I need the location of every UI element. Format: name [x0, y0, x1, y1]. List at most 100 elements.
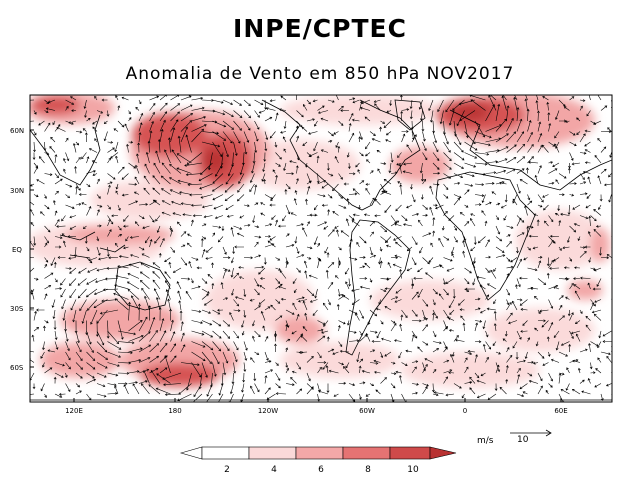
wind-vector — [81, 152, 87, 160]
wind-vector — [411, 291, 419, 300]
wind-vector — [212, 110, 226, 116]
wind-vector — [563, 106, 570, 111]
wind-vector — [96, 341, 108, 353]
wind-vector — [30, 201, 35, 206]
wind-vector — [78, 267, 87, 274]
wind-vector — [86, 205, 92, 216]
wind-vector — [124, 123, 129, 132]
wind-vector — [548, 161, 554, 164]
wind-vector — [83, 99, 87, 110]
wind-vector — [406, 246, 413, 252]
wind-vector — [241, 383, 245, 393]
wind-vector — [395, 204, 402, 212]
wind-vector — [474, 152, 490, 156]
wind-vector — [582, 170, 591, 174]
wind-vector — [296, 254, 305, 258]
wind-vector — [238, 266, 245, 269]
wind-vector — [56, 225, 66, 228]
wind-vector — [152, 187, 161, 195]
wind-vector — [359, 285, 371, 290]
wind-vector — [75, 383, 80, 388]
wind-vector — [380, 162, 387, 165]
wind-vector — [443, 183, 449, 191]
wind-vector — [506, 354, 513, 363]
wind-vector — [579, 99, 586, 102]
wind-vector — [400, 110, 404, 122]
wind-vector — [231, 152, 235, 168]
wind-vector — [516, 183, 521, 194]
wind-vector — [296, 246, 300, 254]
wind-vector — [306, 256, 312, 260]
wind-vector — [233, 309, 241, 312]
wind-vector — [217, 393, 224, 402]
wind-vector — [285, 367, 289, 374]
wind-vector — [550, 358, 560, 363]
wind-vector — [485, 171, 497, 175]
wind-vector — [264, 235, 271, 238]
wind-vector — [495, 202, 501, 206]
wind-vector — [386, 110, 392, 113]
wind-vector — [134, 221, 140, 227]
wind-vector — [358, 365, 362, 374]
wind-vector — [138, 203, 149, 206]
wind-vector — [263, 152, 267, 162]
wind-vector — [92, 173, 98, 176]
wind-vector — [516, 131, 524, 143]
wind-vector — [453, 173, 464, 179]
wind-vector — [579, 215, 589, 220]
wind-vector — [187, 233, 192, 237]
coastlines — [30, 99, 612, 401]
wind-vector — [317, 351, 322, 359]
wind-vector — [172, 212, 182, 216]
wind-vector — [537, 204, 543, 208]
wind-vector — [516, 232, 525, 237]
wind-vector — [233, 299, 240, 307]
wind-vector — [489, 95, 497, 101]
wind-vector — [379, 126, 383, 132]
wind-vector — [503, 215, 507, 221]
wind-vector — [185, 290, 192, 300]
wind-vector — [359, 236, 367, 244]
wind-vector — [159, 237, 165, 248]
wind-vector — [526, 108, 530, 122]
wind-vector — [72, 142, 77, 153]
wind-vector — [387, 262, 392, 269]
wind-vector — [143, 370, 150, 384]
wind-vector — [170, 111, 180, 122]
wind-vector — [464, 204, 469, 208]
wind-vector — [499, 386, 507, 395]
wind-vector — [579, 173, 585, 180]
wind-vector — [485, 267, 490, 273]
wind-vector — [128, 162, 136, 169]
wind-vector — [159, 102, 168, 111]
wind-vector — [374, 103, 381, 111]
wind-vector — [128, 370, 140, 374]
wind-vector — [86, 393, 92, 401]
wind-vector — [400, 314, 404, 321]
wind-vector — [239, 215, 245, 219]
wind-vector — [474, 372, 480, 379]
wind-vector — [296, 110, 304, 118]
wind-vector — [191, 393, 203, 402]
wind-vector — [296, 313, 300, 321]
wind-vector — [338, 362, 345, 366]
wind-vector — [345, 362, 350, 369]
wind-vector — [81, 202, 87, 206]
wind-vector — [180, 362, 200, 367]
wind-vector — [164, 271, 171, 279]
wind-vector — [381, 337, 392, 342]
wind-vector — [548, 215, 554, 223]
wind-vector — [220, 282, 224, 290]
wind-vector — [254, 202, 259, 206]
colorbar-label: 2 — [224, 465, 230, 475]
wind-vector — [476, 379, 486, 384]
wind-vector — [282, 136, 287, 143]
wind-vector — [233, 330, 239, 339]
wind-vector — [392, 263, 402, 269]
wind-vector — [107, 157, 111, 164]
wind-vector — [170, 127, 176, 143]
wind-vector — [40, 383, 45, 392]
wind-vector — [65, 183, 73, 188]
wind-vector — [212, 330, 222, 339]
